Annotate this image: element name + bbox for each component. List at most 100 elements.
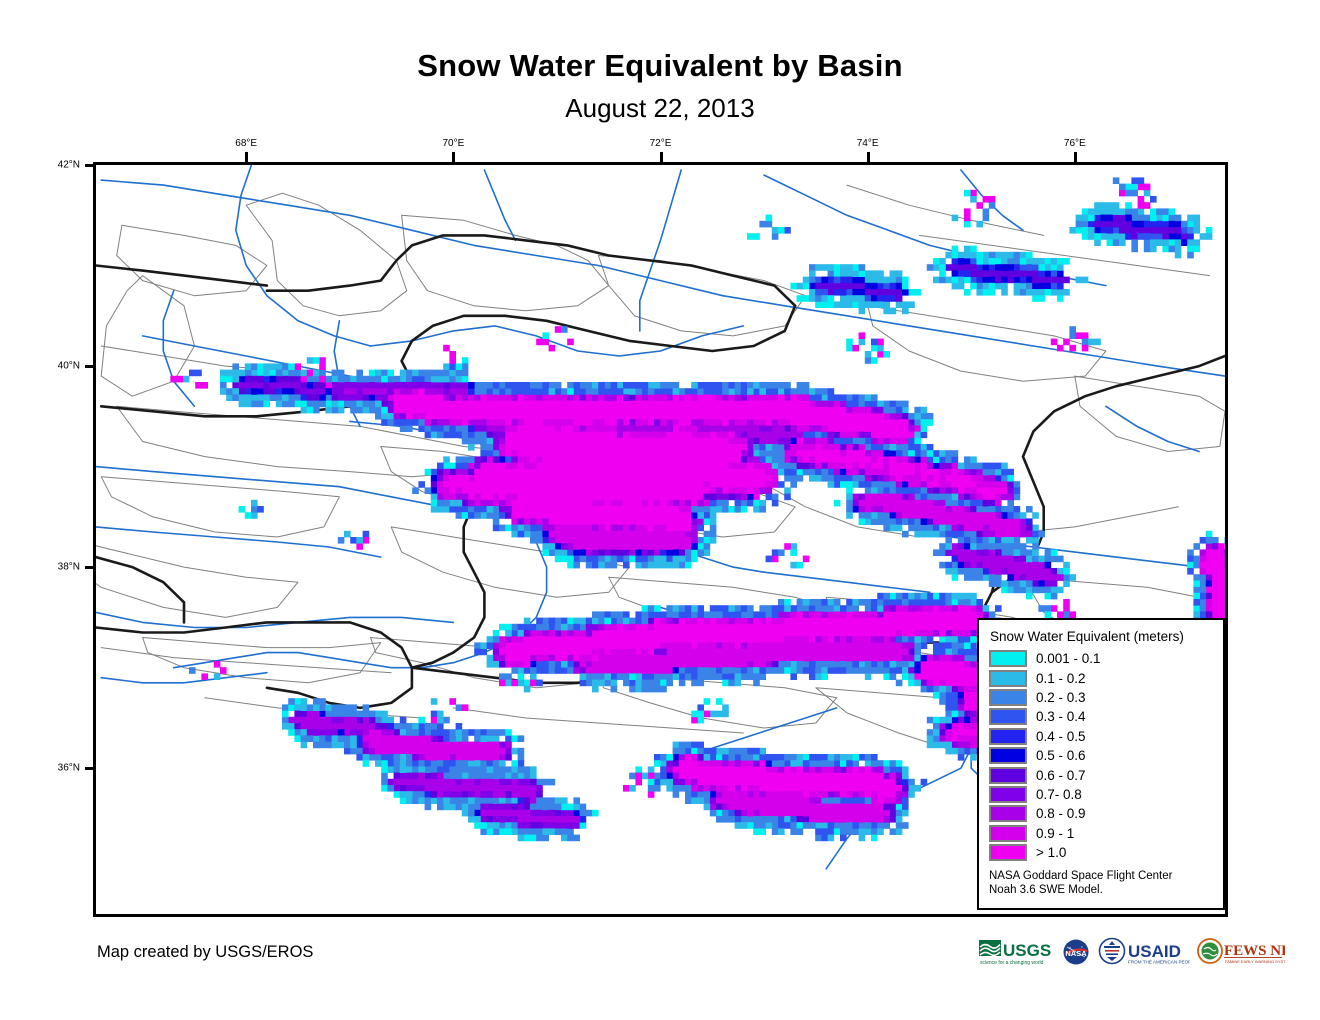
swe-cell xyxy=(592,456,599,463)
swe-cell xyxy=(920,661,928,668)
swe-cell xyxy=(691,444,698,451)
swe-cell xyxy=(598,661,605,668)
swe-cell xyxy=(666,506,673,513)
swe-cell xyxy=(809,599,816,606)
swe-cell xyxy=(939,630,946,637)
swe-cell xyxy=(492,431,500,439)
swe-cell xyxy=(784,754,791,761)
swe-cell xyxy=(970,698,977,705)
swe-cell xyxy=(988,580,996,587)
swe-cell xyxy=(815,754,822,761)
swe-cell xyxy=(815,475,822,482)
swe-cell xyxy=(666,406,673,414)
swe-cell xyxy=(933,462,940,470)
swe-cell xyxy=(542,642,549,649)
rivers-layer xyxy=(96,165,1225,870)
swe-cell xyxy=(1019,524,1027,532)
swe-cell xyxy=(647,642,655,649)
swe-cell xyxy=(864,785,872,792)
swe-cell xyxy=(833,437,841,445)
swe-cell xyxy=(598,512,605,519)
swe-cell xyxy=(740,667,748,674)
swe-cell xyxy=(895,400,903,408)
swe-cell xyxy=(908,518,915,525)
swe-cell xyxy=(740,791,748,798)
swe-cell xyxy=(629,493,636,501)
swe-cell xyxy=(449,760,456,767)
swe-cell xyxy=(765,617,773,625)
swe-cell xyxy=(536,661,543,668)
swe-cell xyxy=(567,462,574,470)
swe-cell xyxy=(573,661,580,668)
swe-cell xyxy=(672,462,680,470)
swe-cell xyxy=(406,778,413,786)
swe-cell xyxy=(412,735,419,742)
swe-cell xyxy=(833,406,841,414)
swe-cell xyxy=(709,475,717,482)
swe-cell xyxy=(728,413,735,420)
swe-cell xyxy=(474,797,481,804)
swe-cell xyxy=(796,475,804,482)
swe-cell xyxy=(579,673,587,680)
swe-cell xyxy=(362,723,370,730)
page-title: Snow Water Equivalent by Basin xyxy=(417,48,903,83)
swe-cell xyxy=(864,437,872,445)
swe-cell xyxy=(654,549,661,556)
swe-cell xyxy=(790,419,797,426)
swe-cell xyxy=(585,425,593,432)
swe-cell xyxy=(629,630,636,637)
swe-cell xyxy=(647,475,655,482)
swe-cell xyxy=(957,648,965,656)
swe-cell xyxy=(443,785,450,792)
swe-cell xyxy=(722,772,729,780)
swe-cell xyxy=(734,468,742,476)
river xyxy=(638,169,683,332)
swe-cell xyxy=(387,382,394,389)
swe-cell xyxy=(443,431,450,439)
swe-cell xyxy=(678,760,686,767)
swe-cell xyxy=(536,462,543,470)
swe-cell xyxy=(548,537,556,544)
swe-cell xyxy=(604,543,611,550)
swe-cell xyxy=(517,766,525,773)
swe-cell xyxy=(771,785,779,792)
swe-cell xyxy=(412,785,419,792)
swe-cell xyxy=(461,778,469,786)
swe-cell xyxy=(542,809,549,817)
swe-cell xyxy=(691,642,698,649)
swe-cell xyxy=(523,772,531,780)
swe-cell xyxy=(573,388,580,395)
swe-cell xyxy=(486,388,494,395)
swe-cell xyxy=(430,797,438,804)
swe-cell xyxy=(697,413,704,420)
swe-cell xyxy=(406,406,413,414)
swe-cell xyxy=(951,462,959,470)
swe-cell xyxy=(455,766,463,773)
swe-cell xyxy=(1038,555,1045,563)
swe-cell xyxy=(970,679,977,687)
swe-cell xyxy=(734,499,742,507)
swe-cell xyxy=(902,592,909,600)
swe-cell xyxy=(368,406,376,414)
swe-cell xyxy=(660,431,667,439)
swe-cell xyxy=(883,673,890,680)
swe-cell xyxy=(623,437,630,445)
swe-cell xyxy=(666,437,673,445)
swe-cell xyxy=(592,450,599,457)
swe-cell xyxy=(914,419,921,426)
swe-cell xyxy=(716,803,723,811)
swe-cell xyxy=(647,456,655,463)
swe-cell xyxy=(802,444,810,451)
swe-cell xyxy=(778,617,785,625)
swe-cell xyxy=(592,499,599,507)
swe-cell xyxy=(641,512,649,519)
swe-cell xyxy=(759,654,766,662)
swe-cell xyxy=(678,617,686,625)
swe-cell xyxy=(548,481,556,488)
swe-cell xyxy=(381,735,388,742)
swe-cell xyxy=(635,499,642,507)
swe-cell xyxy=(895,630,903,637)
swe-cell xyxy=(517,648,525,656)
swe-cell xyxy=(437,723,444,730)
swe-cell xyxy=(902,493,909,501)
